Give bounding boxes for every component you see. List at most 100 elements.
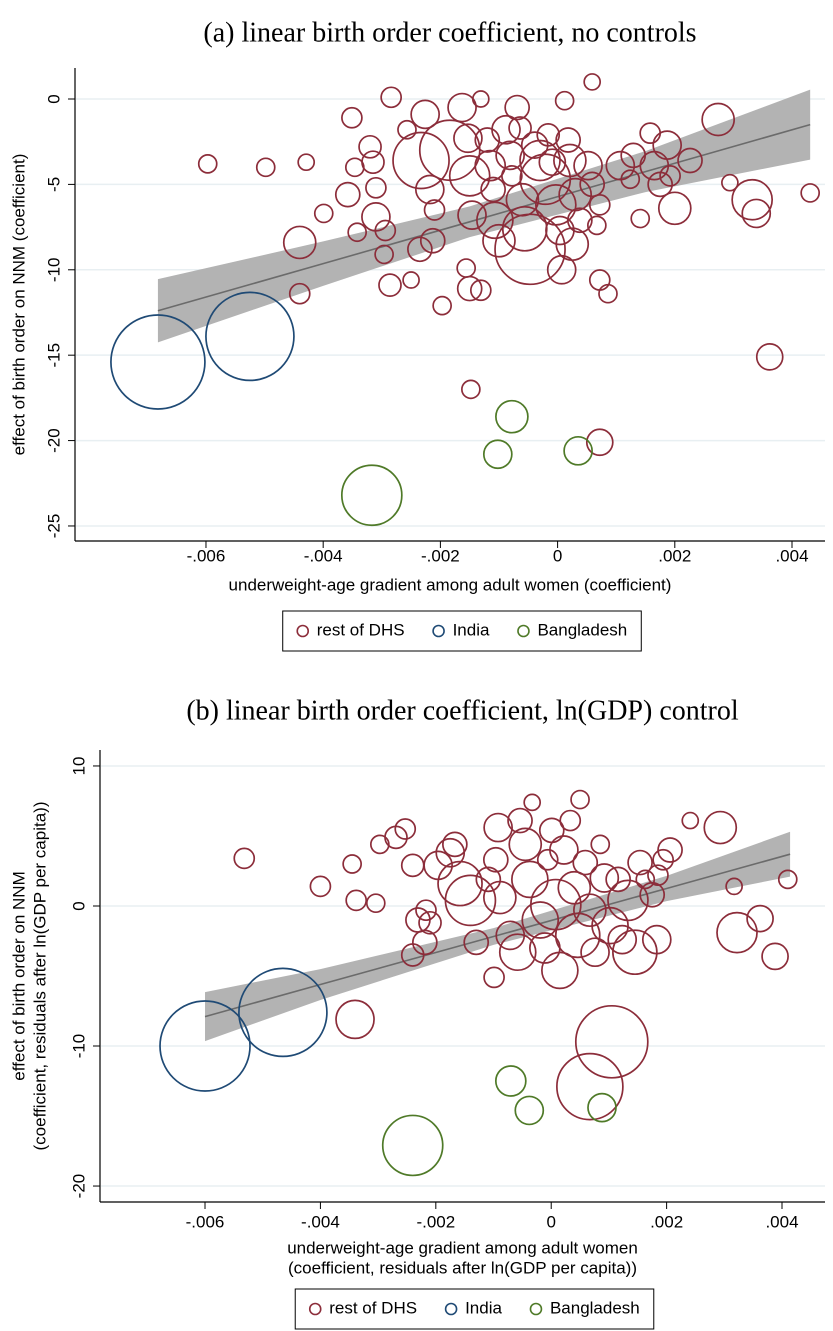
bubble [400,853,425,878]
bubble [437,860,483,907]
bubble [110,314,206,410]
bubble [523,793,542,812]
bubble [374,244,394,265]
x-tick-label: -.002 [421,546,460,565]
bubble [555,227,590,262]
bubble [570,789,590,810]
bubble [238,967,328,1058]
legend-label: Bangladesh [550,1298,640,1317]
legend-marker [444,1302,458,1316]
bubble [590,834,611,855]
bubble [504,94,531,121]
bubble [549,835,579,865]
bubble [508,116,532,140]
bubble [456,275,483,302]
x-tick-label: 0 [553,546,562,565]
legend-box [282,610,642,652]
bubble [573,150,603,181]
bubble [605,866,631,893]
bubble [423,199,446,221]
bubble [483,966,505,989]
x-axis-label: underweight-age gradient among adult wom… [287,1238,638,1257]
bubble [612,929,658,976]
bubble [587,1092,617,1123]
bubble [554,90,575,111]
x-tick-label: -.004 [304,546,343,565]
bubble [381,1114,444,1177]
bubble [482,846,509,873]
bubble [777,869,798,890]
bubble [474,127,501,153]
bubble [418,910,442,935]
bubble [347,222,368,243]
bubble [567,207,593,234]
bubble [197,154,218,174]
bubble [620,169,641,190]
bubble [432,295,452,316]
bubble [498,933,537,972]
chart-title: (a) linear birth order coefficient, no c… [203,17,696,48]
bubble [635,869,656,890]
bubble [313,203,334,224]
bubble [554,912,601,959]
bubble [448,155,491,197]
bubble [521,901,560,939]
bubble [677,147,703,174]
y-axis-label: effect of birth order on NNM [9,871,28,1080]
bubble [652,848,675,871]
y-tick-label: -15 [44,343,63,368]
bubble [495,399,529,434]
bubble [159,1000,251,1092]
y-tick-label: -25 [44,514,63,539]
bubble [583,73,602,91]
bubble [703,810,738,845]
legend: rest of DHS India Bangladesh [282,610,642,652]
bubble [358,134,382,159]
bubble [483,812,513,843]
bubble [553,143,587,178]
bubble [205,291,295,382]
legend-label: India [465,1298,502,1317]
bubble [641,924,672,955]
y-tick-label: -10 [69,1034,88,1059]
bubble [402,271,420,289]
bubble [536,123,561,147]
bubble [501,165,523,187]
bubble [344,157,365,178]
bubble [558,177,593,212]
bubble [463,929,490,956]
bubble [721,173,739,192]
bubble [340,464,403,527]
bubble [580,937,610,968]
bubble [630,208,651,229]
bubble [555,127,581,153]
bubble [345,889,368,912]
bubble [534,184,577,226]
fit-line [204,853,791,1018]
bubble [335,999,375,1040]
bubble [475,866,502,893]
bubble [559,809,582,832]
bubble [378,273,402,298]
bubble [755,343,784,371]
bubble [639,122,662,145]
bubble [627,849,653,876]
bubble [538,148,567,177]
bubble [800,183,821,203]
bubble [585,428,614,457]
legend-label: India [453,620,490,639]
bubble [342,854,362,874]
bubble [410,99,441,130]
bubble [380,86,403,109]
bubble [598,283,618,304]
bubble [415,899,437,922]
bubble [442,831,468,858]
bubble [361,150,385,175]
bubble [471,90,490,108]
bubble [412,929,438,956]
bubble [444,874,497,927]
y-tick-label: -5 [44,177,63,192]
bubble [483,880,517,915]
legend-label: rest of DHS [317,620,405,639]
